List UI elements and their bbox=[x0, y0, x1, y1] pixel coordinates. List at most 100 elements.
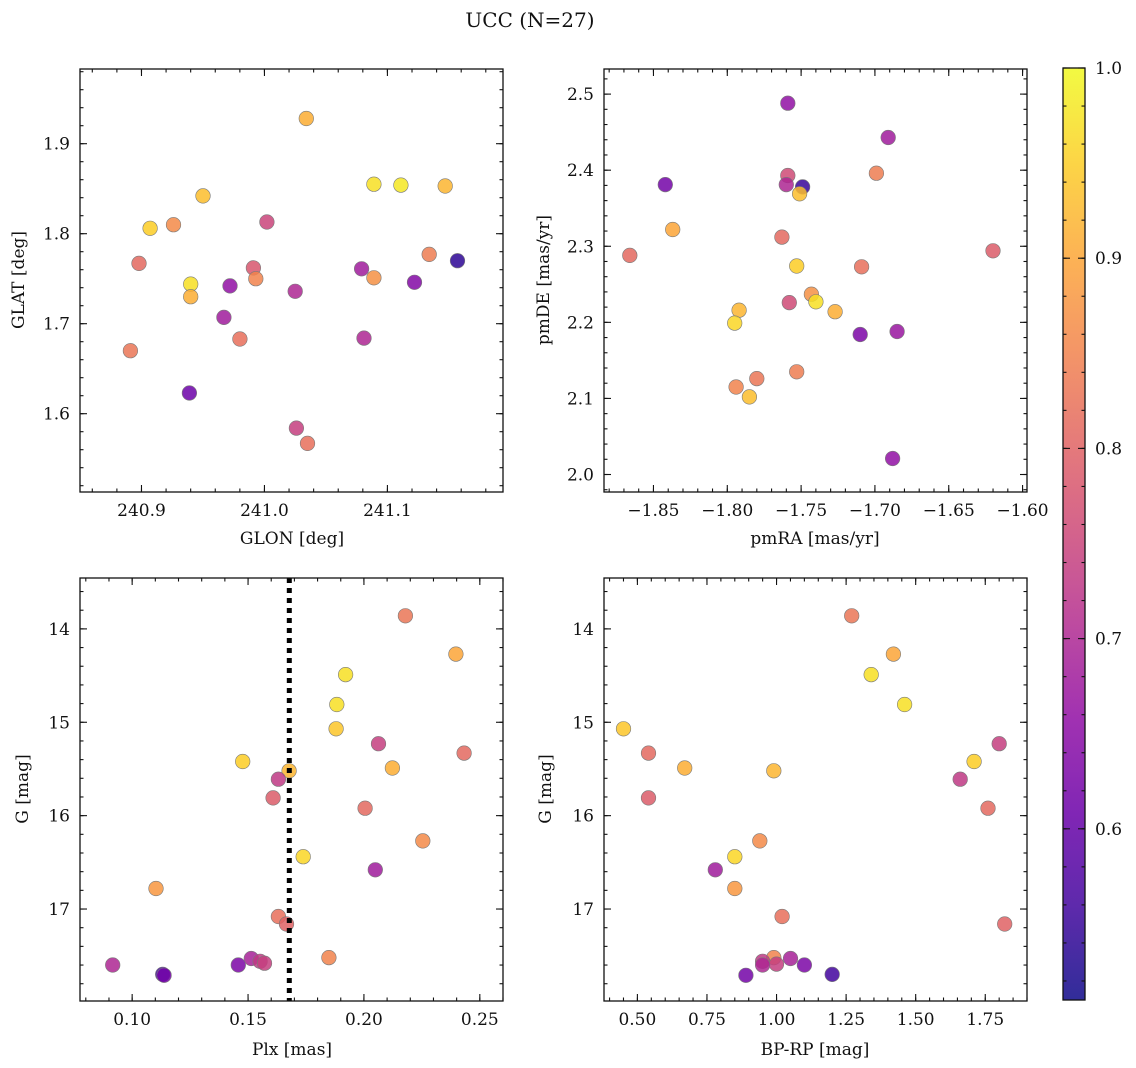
lonlat-point bbox=[122, 343, 138, 359]
lonlat-point bbox=[298, 110, 314, 127]
lonlat-y-tick-label: 1.8 bbox=[43, 225, 70, 245]
cmd-point bbox=[863, 666, 879, 683]
lonlat-point bbox=[259, 214, 275, 230]
cmd-point bbox=[782, 950, 799, 967]
lonlat-point bbox=[356, 330, 372, 346]
plx-mag-x-tick-label: 0.10 bbox=[113, 1010, 151, 1030]
propermotion-point bbox=[657, 177, 673, 193]
figure-title: UCC (N=27) bbox=[465, 8, 594, 32]
propermotion-point bbox=[781, 295, 797, 311]
propermotion-point bbox=[852, 326, 868, 343]
cmd-axes-frame bbox=[603, 577, 1028, 1002]
lonlat-y-tick-label: 1.7 bbox=[43, 315, 70, 335]
lonlat-point bbox=[195, 188, 211, 204]
propermotion-y-tick-label: 2.4 bbox=[567, 161, 594, 181]
propermotion-point bbox=[884, 450, 901, 467]
cmd-point bbox=[768, 956, 785, 972]
propermotion-point bbox=[791, 186, 808, 202]
plx-mag-point bbox=[415, 833, 431, 849]
lonlat-point bbox=[366, 176, 382, 192]
lonlat-point bbox=[287, 283, 303, 299]
propermotion-y-tick-label: 2.1 bbox=[567, 389, 594, 409]
lonlat-point bbox=[406, 274, 423, 290]
propermotion-point bbox=[853, 259, 870, 275]
lonlat-x-tick-label: 241.0 bbox=[240, 501, 289, 521]
plx-mag-point bbox=[329, 696, 345, 713]
lonlat-point bbox=[299, 435, 316, 452]
plx-mag-x-axis-label: Plx [mas] bbox=[252, 1040, 332, 1060]
lonlat-x-tick-label: 241.1 bbox=[363, 501, 412, 521]
lonlat-panel: GLON [deg] GLAT [deg] 240.9 241.0 241.1 1.6… bbox=[9, 68, 504, 549]
plx-mag-point bbox=[270, 771, 287, 787]
plx-mag-point bbox=[148, 880, 164, 897]
cmd-point bbox=[980, 800, 996, 816]
propermotion-point bbox=[741, 389, 758, 405]
propermotion-y-tick-label: 2.2 bbox=[567, 313, 594, 333]
cmd-y-tick-label: 17 bbox=[572, 900, 594, 920]
plx-mag-point bbox=[156, 967, 172, 983]
cmd-point bbox=[844, 608, 860, 624]
cmd-y-tick-label: 16 bbox=[572, 807, 594, 827]
colorbar-tick-label: 0.9 bbox=[1095, 249, 1122, 269]
propermotion-point bbox=[889, 323, 905, 340]
propermotion-point bbox=[665, 221, 681, 238]
propermotion-x-tick-label: −1.75 bbox=[775, 501, 827, 521]
cmd-point bbox=[640, 790, 657, 806]
plx-mag-axes-frame bbox=[79, 577, 504, 1002]
propermotion-point bbox=[789, 364, 805, 380]
lonlat-point bbox=[354, 261, 370, 277]
colorbar: 0.6 0.7 0.8 0.9 1.0 bbox=[1062, 59, 1122, 1001]
propermotion-point bbox=[731, 302, 747, 318]
propermotion-point bbox=[780, 95, 796, 111]
plx-mag-panel: Plx [mas] G [mag] 0.10 0.15 0.20 0.25 14 15 16… bbox=[13, 577, 504, 1060]
plx-mag-y-tick-label: 17 bbox=[48, 900, 70, 920]
cmd-x-tick-label: 1.25 bbox=[827, 1010, 865, 1030]
propermotion-x-tick-label: −1.85 bbox=[627, 501, 679, 521]
cmd-x-tick-label: 0.75 bbox=[688, 1010, 726, 1030]
cmd-point bbox=[774, 908, 790, 925]
cmd-y-tick-label: 14 bbox=[572, 620, 594, 640]
propermotion-x-axis-label: pmRA [mas/yr] bbox=[750, 529, 879, 549]
cmd-point bbox=[727, 880, 743, 897]
propermotion-y-tick-label: 2.5 bbox=[567, 85, 594, 105]
propermotion-panel: pmRA [mas/yr] pmDE [mas/yr] −1.85 −1.80 −1… bbox=[534, 68, 1049, 549]
plx-mag-point bbox=[235, 753, 251, 770]
propermotion-point bbox=[808, 294, 824, 310]
propermotion-point bbox=[774, 229, 790, 245]
colorbar-tick-label: 1.0 bbox=[1095, 59, 1122, 79]
cmd-x-tick-label: 0.50 bbox=[618, 1010, 656, 1030]
propermotion-x-tick-label: −1.80 bbox=[701, 501, 753, 521]
lonlat-point bbox=[222, 278, 238, 294]
colorbar-tick-label: 0.8 bbox=[1095, 439, 1122, 459]
propermotion-y-tick-label: 2.3 bbox=[567, 237, 594, 257]
plx-mag-y-tick-label: 15 bbox=[48, 713, 70, 733]
cmd-point bbox=[615, 721, 632, 737]
colorbar-gradient bbox=[1063, 68, 1085, 1000]
cmd-point bbox=[824, 966, 840, 983]
plx-mag-point bbox=[456, 745, 472, 761]
cmd-point bbox=[754, 957, 771, 973]
plx-mag-point bbox=[397, 608, 414, 624]
lonlat-point bbox=[165, 217, 182, 233]
plx-mag-y-tick-label: 14 bbox=[48, 620, 70, 640]
colorbar-tick-label: 0.7 bbox=[1095, 630, 1122, 650]
plx-mag-point bbox=[367, 862, 383, 878]
plx-mag-y-axis-label: G [mag] bbox=[13, 754, 33, 823]
cmd-point bbox=[885, 646, 902, 662]
plx-mag-point bbox=[370, 736, 387, 752]
cmd-point bbox=[677, 760, 693, 776]
plx-mag-point bbox=[230, 957, 246, 973]
propermotion-point bbox=[622, 247, 638, 263]
cmd-point bbox=[952, 771, 968, 787]
cmd-panel: BP-RP [mag] G [mag] 0.50 0.75 1.00 1.25 1.50… bbox=[536, 577, 1028, 1060]
propermotion-point bbox=[778, 177, 794, 193]
lonlat-x-tick-label: 240.9 bbox=[117, 501, 166, 521]
lonlat-axes-frame bbox=[79, 68, 504, 493]
cmd-x-tick-label: 1.50 bbox=[897, 1010, 935, 1030]
lonlat-point bbox=[288, 420, 305, 436]
propermotion-point bbox=[827, 304, 843, 320]
cmd-point bbox=[966, 753, 982, 770]
cmd-x-axis-label: BP-RP [mag] bbox=[761, 1040, 870, 1060]
propermotion-point bbox=[749, 371, 765, 387]
